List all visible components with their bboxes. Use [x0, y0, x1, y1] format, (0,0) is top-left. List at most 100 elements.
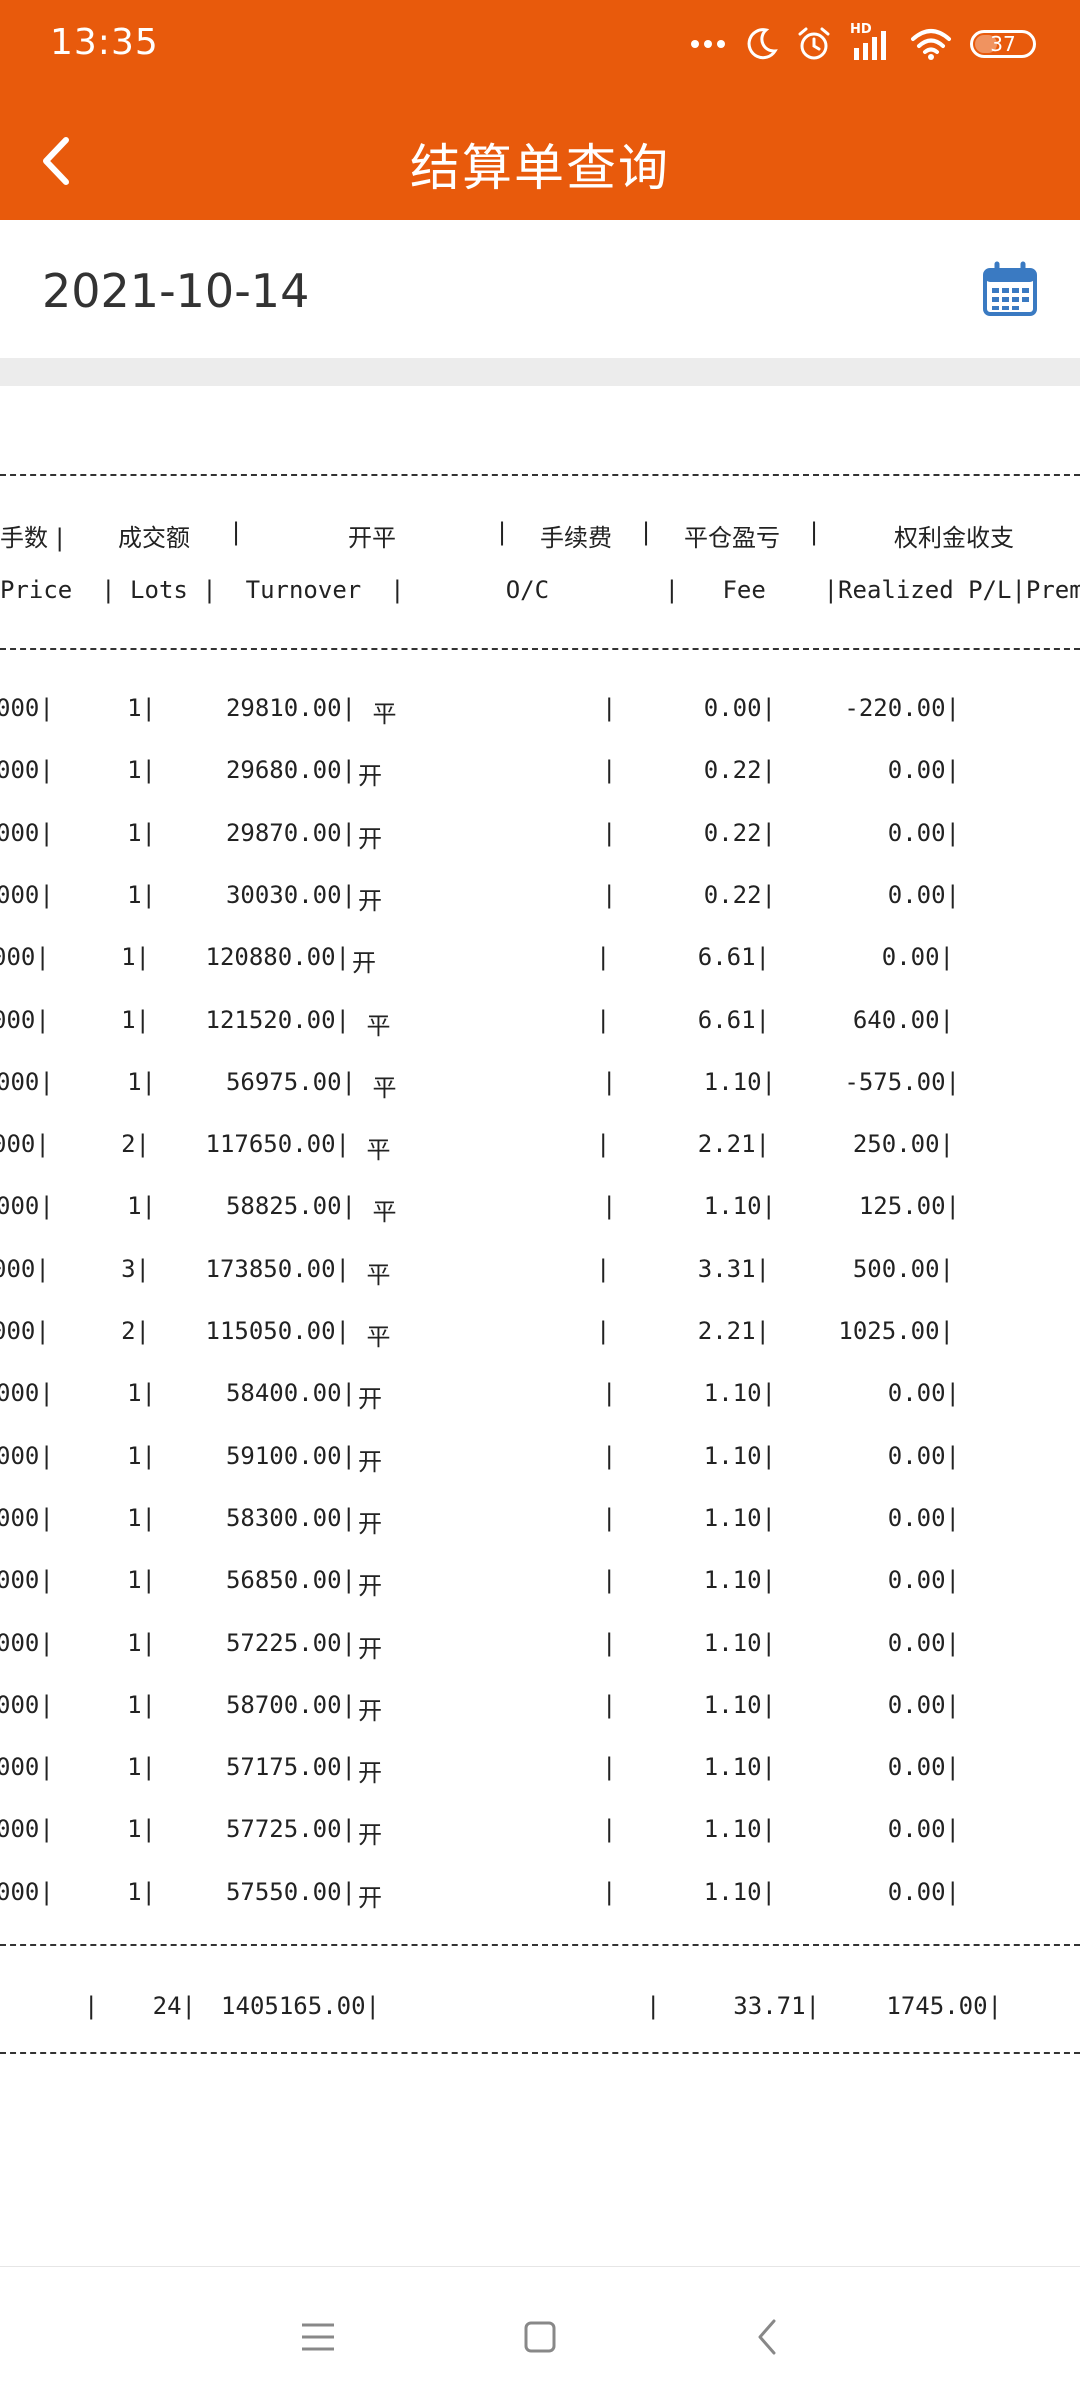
column-header-cn: 平仓盈亏 [684, 524, 780, 552]
cell-turnover: 117650.00| [205, 1130, 351, 1158]
cell-turnover: 57175.00| [225, 1753, 356, 1781]
cell-oc: 开 [358, 825, 382, 853]
cell-oc: 开 [352, 949, 376, 977]
cell-pl: -575.00| [844, 1068, 960, 1096]
cell-lots: 1| [121, 943, 150, 971]
column-header-cn: 手续费 [540, 524, 612, 552]
cell-lots: 1| [127, 756, 156, 784]
cell-lots: 1| [127, 1566, 156, 1594]
cell-fee: 1.10| [703, 1878, 776, 1906]
alarm-icon [798, 27, 830, 60]
calendar-button[interactable] [980, 260, 1040, 320]
cell-oc: 开 [358, 762, 382, 790]
date-selector-row: 2021-10-14 [0, 220, 1080, 358]
cell-pl: 640.00| [852, 1006, 954, 1034]
column-header-cn: 成交额 [118, 524, 190, 552]
nav-menu-button[interactable] [288, 2307, 348, 2367]
cell-pl: 0.00| [887, 819, 960, 847]
cell-oc: 开 [358, 1448, 382, 1476]
cell-fee: 0.22| [703, 819, 776, 847]
square-icon [524, 2321, 556, 2353]
chevron-left-icon [43, 137, 69, 185]
cell-fee: 1.10| [703, 1504, 776, 1532]
cell-pl: 0.00| [887, 1691, 960, 1719]
cell-lots: 1| [127, 1691, 156, 1719]
column-header-cn: 开平 [348, 524, 396, 552]
cell-oc-sep: | [602, 1068, 617, 1096]
column-header-cn: | [498, 518, 507, 546]
cell-oc-sep: | [602, 819, 617, 847]
cell-turnover: 30030.00| [225, 881, 356, 909]
cell-oc-sep: | [602, 1629, 617, 1657]
cell-fee: 1.10| [703, 1192, 776, 1220]
cell-pl: 0.00| [887, 1815, 960, 1843]
cell-lots: 1| [127, 1442, 156, 1470]
cell-lots: 1| [127, 1068, 156, 1096]
column-header-cn: 手数 | [0, 524, 64, 552]
cell-oc-sep: | [602, 1379, 617, 1407]
cell-turnover: 58700.00| [225, 1691, 356, 1719]
cell-price: 000| [0, 1068, 54, 1096]
app-header: 13:35 HD [0, 0, 1080, 220]
cell-price: 000| [0, 1815, 54, 1843]
column-header-cn: 权利金收支 [894, 524, 1014, 552]
cell-turnover: 59100.00| [225, 1442, 356, 1470]
cell-turnover: 115050.00| [205, 1317, 351, 1345]
cell-fee: 1.10| [703, 1442, 776, 1470]
cell-price: 000| [0, 1255, 50, 1283]
cell-oc-sep: | [602, 756, 617, 784]
calendar-icon [983, 261, 1037, 316]
wifi-icon [911, 29, 951, 60]
cell-fee: 1.10| [703, 1629, 776, 1657]
cell-pl: 500.00| [852, 1255, 954, 1283]
cell-turnover: 29870.00| [225, 819, 356, 847]
chevron-left-icon [758, 2319, 776, 2355]
cell-oc: 平 [352, 1136, 391, 1164]
cell-pl: 0.00| [887, 1753, 960, 1781]
cell-turnover: 29680.00| [225, 756, 356, 784]
cell-oc-sep: | [602, 1691, 617, 1719]
cell-lots: 1| [127, 1815, 156, 1843]
status-time: 13:35 [50, 22, 159, 63]
cell-lots: 1| [127, 1379, 156, 1407]
column-header-en: Price | Lots | Turnover | O/C | Fee |Rea… [0, 576, 1080, 604]
cell-price: 000| [0, 819, 54, 847]
cell-oc: 开 [358, 1510, 382, 1538]
cell-pl: 0.00| [887, 1629, 960, 1657]
cell-price: 000| [0, 1504, 54, 1532]
cell-oc-sep: | [596, 1130, 611, 1158]
cell-price: 000| [0, 1379, 54, 1407]
cell-lots: 3| [121, 1255, 150, 1283]
nav-home-button[interactable] [510, 2307, 570, 2367]
cell-oc: 开 [358, 1884, 382, 1912]
cell-oc-sep: | [602, 1753, 617, 1781]
back-button[interactable] [20, 126, 90, 196]
cell-turnover: 121520.00| [205, 1006, 351, 1034]
cell-pl: -220.00| [844, 694, 960, 722]
cell-price: 000| [0, 943, 50, 971]
cell-lots: 1| [127, 1878, 156, 1906]
cell-pl: 1025.00| [838, 1317, 954, 1345]
cell-fee: 2.21| [697, 1130, 770, 1158]
cell-oc-sep: | [602, 1566, 617, 1594]
total-fee: 33.71| [733, 1992, 820, 2020]
column-header-cn: | [232, 518, 241, 546]
cell-pl: 0.00| [887, 1566, 960, 1594]
cell-lots: 1| [127, 1192, 156, 1220]
cell-oc-sep: | [596, 1006, 611, 1034]
cell-pl: 125.00| [858, 1192, 960, 1220]
cell-turnover: 56975.00| [225, 1068, 356, 1096]
column-header-cn: | [642, 518, 651, 546]
cell-oc-sep: | [596, 943, 611, 971]
total-pl: 1745.00| [886, 1992, 1002, 2020]
cell-turnover: 58825.00| [225, 1192, 356, 1220]
nav-back-button[interactable] [738, 2307, 798, 2367]
battery-icon: 37 [970, 30, 1036, 58]
cell-price: 000| [0, 1753, 54, 1781]
cell-price: 000| [0, 1566, 54, 1594]
cell-lots: 2| [121, 1317, 150, 1345]
total-turnover: 1405165.00| [221, 1992, 380, 2020]
cell-lots: 1| [127, 881, 156, 909]
dashed-rule-header [0, 648, 1080, 650]
selected-date[interactable]: 2021-10-14 [42, 264, 310, 318]
